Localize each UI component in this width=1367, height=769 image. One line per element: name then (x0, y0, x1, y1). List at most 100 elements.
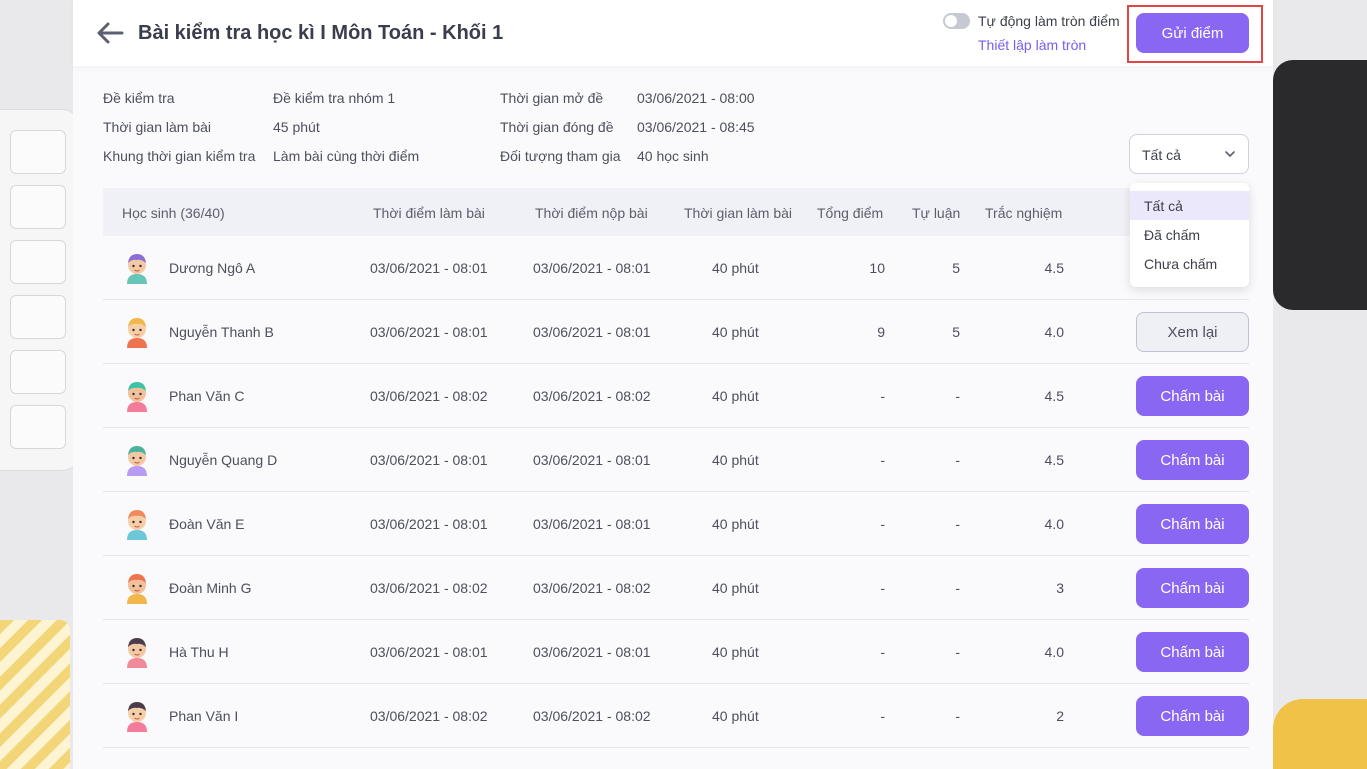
frame-label: Khung thời gian kiểm tra (103, 148, 256, 164)
main-panel: Bài kiểm tra học kì I Môn Toán - Khối 1 … (73, 0, 1273, 769)
student-avatar (127, 318, 147, 348)
submit-time: 03/06/2021 - 08:01 (533, 644, 651, 660)
student-name: Dương Ngô A (169, 260, 256, 276)
start-time: 03/06/2021 - 08:02 (370, 580, 488, 596)
arrow-left-icon (97, 22, 124, 44)
student-avatar (127, 510, 147, 540)
column-header-essay: Tự luận (912, 205, 961, 221)
table-row: Nguyễn Quang D 03/06/2021 - 08:01 03/06/20… (103, 428, 1249, 492)
grade-button[interactable]: Chấm bài (1136, 376, 1249, 416)
column-header-total: Tổng điểm (817, 205, 884, 221)
review-button[interactable]: Xem lại (1136, 312, 1249, 352)
start-time: 03/06/2021 - 08:02 (370, 388, 488, 404)
student-avatar (127, 446, 147, 476)
mcq-score: 4.0 (1044, 644, 1064, 660)
page-title: Bài kiểm tra học kì I Môn Toán - Khối 1 (138, 22, 504, 44)
filter-option-all[interactable]: Tất cả (1130, 191, 1249, 220)
table-row: Đoàn Minh G 03/06/2021 - 08:02 03/06/2021 … (103, 556, 1249, 620)
send-scores-button[interactable]: Gửi điểm (1136, 13, 1249, 53)
background-keyboard (0, 110, 80, 470)
column-header-start: Thời điểm làm bài (373, 205, 485, 221)
student-name: Đoàn Văn E (169, 516, 245, 532)
total-score: - (880, 516, 885, 532)
submit-time: 03/06/2021 - 08:01 (533, 324, 651, 340)
grade-button[interactable]: Chấm bài (1136, 568, 1249, 608)
essay-score: - (955, 708, 960, 724)
keyboard-key (10, 295, 66, 339)
total-score: - (880, 452, 885, 468)
submit-time: 03/06/2021 - 08:02 (533, 708, 651, 724)
mcq-score: 4.0 (1044, 516, 1064, 532)
round-setup-link[interactable]: Thiết lập làm tròn (978, 37, 1087, 53)
close-time-value: 03/06/2021 - 08:45 (637, 119, 755, 135)
student-name: Nguyễn Thanh B (169, 324, 274, 340)
essay-score: - (955, 452, 960, 468)
start-time: 03/06/2021 - 08:01 (370, 260, 488, 276)
total-score: - (880, 388, 885, 404)
table-row: Đoàn Văn E 03/06/2021 - 08:01 03/06/2021 -… (103, 492, 1249, 556)
grade-button[interactable]: Chấm bài (1136, 696, 1249, 736)
send-button-highlight (1127, 5, 1263, 63)
student-name: Hà Thu H (169, 644, 229, 660)
table-row: Phan Văn C 03/06/2021 - 08:02 03/06/2021 -… (103, 364, 1249, 428)
keyboard-key (10, 405, 66, 449)
grade-button[interactable]: Chấm bài (1136, 632, 1249, 672)
auto-round-toggle[interactable] (943, 13, 970, 29)
work-duration: 40 phút (712, 324, 759, 340)
work-duration: 40 phút (712, 516, 759, 532)
page-header: Bài kiểm tra học kì I Môn Toán - Khối 1 … (73, 0, 1273, 66)
mcq-score: 4.5 (1044, 260, 1064, 276)
mcq-score: 4.0 (1044, 324, 1064, 340)
mcq-score: 4.5 (1044, 388, 1064, 404)
submit-time: 03/06/2021 - 08:01 (533, 260, 651, 276)
column-header-submit: Thời điểm nộp bài (535, 205, 648, 221)
mcq-score: 3 (1056, 580, 1064, 596)
table-header: Học sinh (36/40) Thời điểm làm bài Thời … (103, 188, 1249, 236)
back-button[interactable] (95, 20, 125, 46)
essay-score: 5 (952, 260, 960, 276)
duration-label: Thời gian làm bài (103, 119, 212, 135)
submit-time: 03/06/2021 - 08:02 (533, 580, 651, 596)
status-filter-select[interactable]: Tất cả (1129, 134, 1249, 174)
table-row: Phan Văn I 03/06/2021 - 08:02 03/06/2021 -… (103, 684, 1249, 748)
close-time-label: Thời gian đóng đề (500, 119, 614, 135)
student-name: Đoàn Minh G (169, 580, 252, 596)
filter-selected-value: Tất cả (1142, 147, 1181, 163)
mcq-score: 4.5 (1044, 452, 1064, 468)
essay-score: - (955, 516, 960, 532)
total-score: - (880, 580, 885, 596)
student-avatar (127, 702, 147, 732)
student-name: Nguyễn Quang D (169, 452, 278, 468)
column-header-student: Học sinh (36/40) (122, 205, 225, 221)
open-time-label: Thời gian mở đề (500, 90, 604, 106)
exam-value: Đề kiểm tra nhóm 1 (273, 90, 396, 106)
keyboard-key (10, 185, 66, 229)
participants-value: 40 học sinh (637, 148, 709, 164)
keyboard-key (10, 130, 66, 174)
mcq-score: 2 (1056, 708, 1064, 724)
work-duration: 40 phút (712, 260, 759, 276)
table-row: Hà Thu H 03/06/2021 - 08:01 03/06/2021 - 0… (103, 620, 1249, 684)
open-time-value: 03/06/2021 - 08:00 (637, 90, 755, 106)
student-avatar (127, 574, 147, 604)
essay-score: 5 (952, 324, 960, 340)
chevron-down-icon (1225, 151, 1235, 158)
start-time: 03/06/2021 - 08:01 (370, 452, 488, 468)
work-duration: 40 phút (712, 644, 759, 660)
filter-option-graded[interactable]: Đã chấm (1144, 227, 1201, 243)
submit-time: 03/06/2021 - 08:01 (533, 516, 651, 532)
auto-round-label: Tự động làm tròn điểm (978, 13, 1120, 29)
submit-time: 03/06/2021 - 08:02 (533, 388, 651, 404)
start-time: 03/06/2021 - 08:01 (370, 324, 488, 340)
work-duration: 40 phút (712, 388, 759, 404)
filter-option-ungraded[interactable]: Chưa chấm (1144, 256, 1218, 272)
total-score: - (880, 644, 885, 660)
work-duration: 40 phút (712, 580, 759, 596)
grade-button[interactable]: Chấm bài (1136, 440, 1249, 480)
total-score: 9 (877, 324, 885, 340)
column-header-duration: Thời gian làm bài (684, 205, 793, 221)
grade-button[interactable]: Chấm bài (1136, 504, 1249, 544)
student-avatar (127, 254, 147, 284)
start-time: 03/06/2021 - 08:01 (370, 516, 488, 532)
essay-score: - (955, 388, 960, 404)
